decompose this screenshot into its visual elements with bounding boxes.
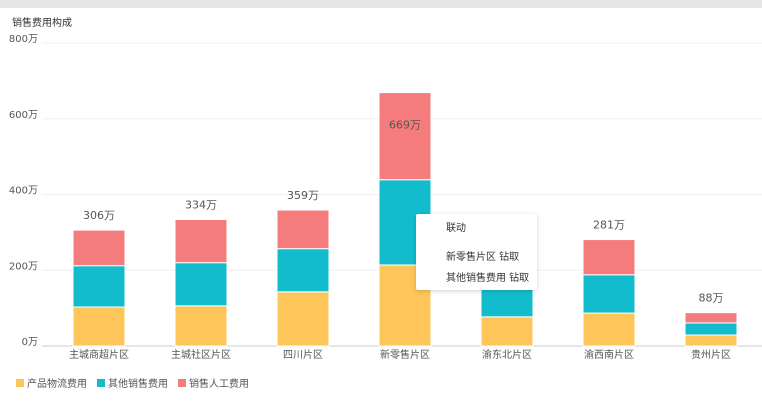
x-tick-label: 渝东北片区 xyxy=(482,348,532,361)
bar-segment xyxy=(72,306,126,347)
bar-segment xyxy=(378,92,432,181)
menu-item[interactable]: 其他销售费用 钻取 xyxy=(446,271,529,284)
total-label: 306万 xyxy=(83,209,115,222)
x-tick-label: 贵州片区 xyxy=(691,348,731,361)
menu-panel xyxy=(416,214,537,290)
menu-item[interactable]: 新零售片区 钻取 xyxy=(446,250,519,263)
bar-segment xyxy=(174,305,228,347)
total-label: 281万 xyxy=(593,219,625,232)
x-tick-label: 四川片区 xyxy=(283,348,323,361)
bar-segment xyxy=(684,312,738,324)
total-label: 359万 xyxy=(287,189,319,202)
y-tick-label: 800万 xyxy=(9,34,38,45)
y-tick-label: 200万 xyxy=(9,261,38,272)
legend-swatch xyxy=(97,379,105,387)
bar-segment xyxy=(72,265,126,308)
bar-segment xyxy=(480,316,534,347)
top-bar xyxy=(0,0,762,8)
legend-swatch xyxy=(16,379,24,387)
chart-title: 销售费用构成 xyxy=(12,16,72,29)
legend-swatch xyxy=(178,379,186,387)
bar-segment xyxy=(582,312,636,347)
total-label: 334万 xyxy=(185,198,217,211)
legend-label: 产品物流费用 xyxy=(27,377,87,390)
bar-segment xyxy=(684,322,738,336)
legend-label: 销售人工费用 xyxy=(189,377,249,390)
bar-segment xyxy=(174,218,228,264)
legend-label: 其他销售费用 xyxy=(108,377,168,390)
menu-item[interactable]: 联动 xyxy=(446,222,466,234)
bar-segment xyxy=(582,239,636,276)
y-tick-label: 0万 xyxy=(22,337,38,348)
bar-segment xyxy=(684,334,738,347)
total-label: 669万 xyxy=(389,119,421,132)
bar-segment xyxy=(72,229,126,267)
y-tick-label: 400万 xyxy=(9,186,38,197)
y-tick-label: 600万 xyxy=(9,110,38,121)
bar-segment xyxy=(276,248,330,293)
bar-segment xyxy=(582,274,636,314)
bar-segment xyxy=(174,262,228,307)
x-tick-label: 主城社区片区 xyxy=(171,348,231,361)
x-tick-label: 渝西南片区 xyxy=(584,348,634,361)
total-label: 88万 xyxy=(699,292,724,305)
bar-segment xyxy=(276,209,330,250)
x-tick-label: 主城商超片区 xyxy=(69,348,129,361)
x-tick-label: 新零售片区 xyxy=(380,348,430,361)
bar-segment xyxy=(276,291,330,347)
